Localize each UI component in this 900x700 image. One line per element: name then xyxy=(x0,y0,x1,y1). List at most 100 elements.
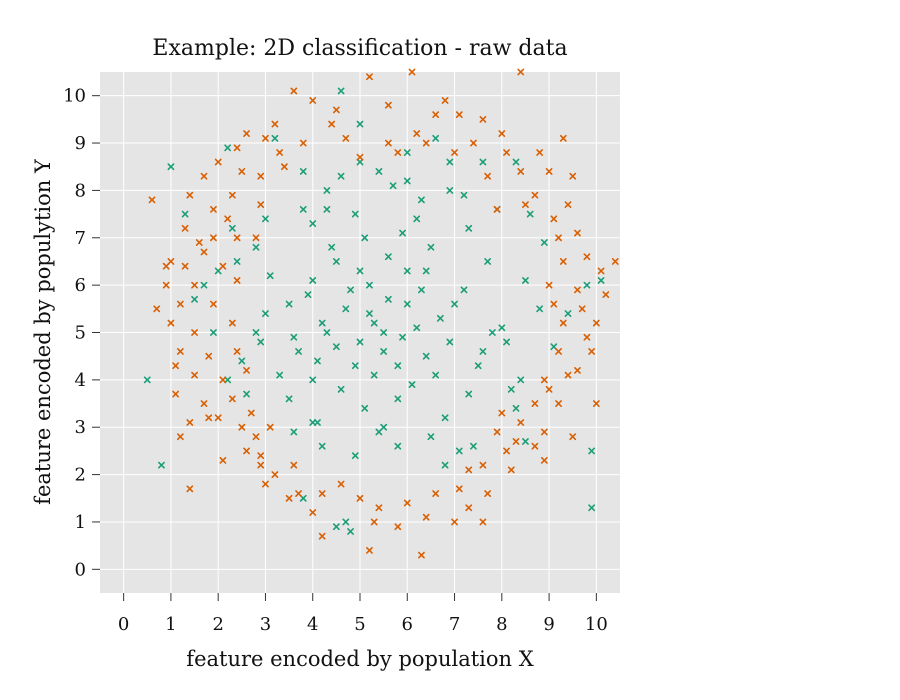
data-point xyxy=(536,149,544,156)
y-tick-label: 7 xyxy=(75,228,86,249)
data-point xyxy=(384,139,392,147)
data-point xyxy=(446,158,454,166)
data-point xyxy=(323,329,331,336)
data-point xyxy=(205,414,213,422)
chart-title: Example: 2D classification - raw data xyxy=(152,36,567,61)
data-point xyxy=(413,324,421,332)
data-point xyxy=(432,490,440,497)
data-point xyxy=(394,395,402,403)
data-point xyxy=(361,234,369,242)
data-point xyxy=(370,371,378,379)
data-point xyxy=(224,215,232,223)
y-tick-label: 9 xyxy=(75,133,86,154)
data-point xyxy=(427,433,435,441)
data-point xyxy=(243,130,250,137)
data-point xyxy=(583,281,591,289)
y-tick-label: 10 xyxy=(63,86,86,107)
data-point xyxy=(540,456,548,464)
data-point xyxy=(503,149,510,156)
data-point xyxy=(432,134,440,142)
data-point xyxy=(484,490,492,497)
data-point xyxy=(200,400,208,407)
data-point xyxy=(318,532,326,540)
data-point xyxy=(309,509,317,516)
data-point xyxy=(479,348,487,355)
data-point xyxy=(332,106,340,114)
data-point xyxy=(238,357,246,365)
data-point xyxy=(351,362,359,370)
data-point xyxy=(380,348,388,355)
data-point xyxy=(479,158,487,166)
data-point xyxy=(153,305,161,313)
data-point xyxy=(332,343,340,351)
data-point xyxy=(181,224,189,232)
data-point xyxy=(243,390,250,398)
data-point xyxy=(465,466,473,474)
data-point xyxy=(210,205,217,213)
data-point xyxy=(366,73,373,81)
data-point xyxy=(418,551,425,559)
data-point xyxy=(252,433,260,441)
data-point xyxy=(597,267,605,275)
data-point xyxy=(588,504,596,512)
data-point xyxy=(328,120,336,128)
x-tick-label: 10 xyxy=(585,614,608,635)
data-point xyxy=(574,229,581,237)
data-point xyxy=(451,518,458,526)
data-point xyxy=(271,134,279,142)
data-point xyxy=(399,333,406,341)
data-point xyxy=(309,419,317,426)
data-point xyxy=(522,277,529,284)
data-point xyxy=(569,172,577,180)
data-point xyxy=(233,348,241,355)
data-point xyxy=(540,428,548,436)
data-point xyxy=(498,324,506,332)
data-point xyxy=(418,196,425,204)
data-point xyxy=(455,447,463,455)
data-point xyxy=(314,419,321,426)
data-point xyxy=(597,277,605,284)
data-point xyxy=(403,149,411,156)
data-point xyxy=(309,220,317,227)
x-tick-label: 7 xyxy=(449,614,460,635)
x-tick-label: 6 xyxy=(402,614,413,635)
data-point xyxy=(262,215,269,223)
data-point xyxy=(512,438,520,445)
data-point xyxy=(403,267,411,275)
data-point xyxy=(238,423,246,431)
y-axis-label: feature encoded by populytion Y xyxy=(31,158,55,505)
data-point xyxy=(337,87,345,95)
data-point xyxy=(470,442,477,450)
data-point xyxy=(262,310,269,317)
data-point xyxy=(375,504,383,512)
data-point xyxy=(484,172,492,180)
data-point xyxy=(356,338,364,346)
data-point xyxy=(224,144,232,152)
x-tick-label: 1 xyxy=(165,614,176,635)
data-point xyxy=(257,201,265,209)
data-point xyxy=(422,352,430,360)
data-point xyxy=(328,243,336,251)
data-point xyxy=(238,168,246,175)
data-point xyxy=(351,210,359,218)
data-point xyxy=(257,461,265,469)
data-point xyxy=(304,291,312,299)
data-point xyxy=(148,196,156,204)
data-point xyxy=(517,168,525,175)
data-point xyxy=(517,376,525,384)
data-point xyxy=(370,518,378,526)
data-point xyxy=(285,300,293,308)
data-point xyxy=(540,376,548,384)
data-point xyxy=(299,139,307,147)
data-point xyxy=(257,452,265,460)
data-point xyxy=(186,485,194,493)
data-point xyxy=(224,376,232,384)
data-point xyxy=(446,338,454,346)
data-point xyxy=(219,456,227,464)
data-point xyxy=(228,319,236,327)
data-point xyxy=(531,400,539,407)
data-point xyxy=(257,338,265,346)
data-point xyxy=(366,546,373,554)
data-point xyxy=(200,248,208,256)
